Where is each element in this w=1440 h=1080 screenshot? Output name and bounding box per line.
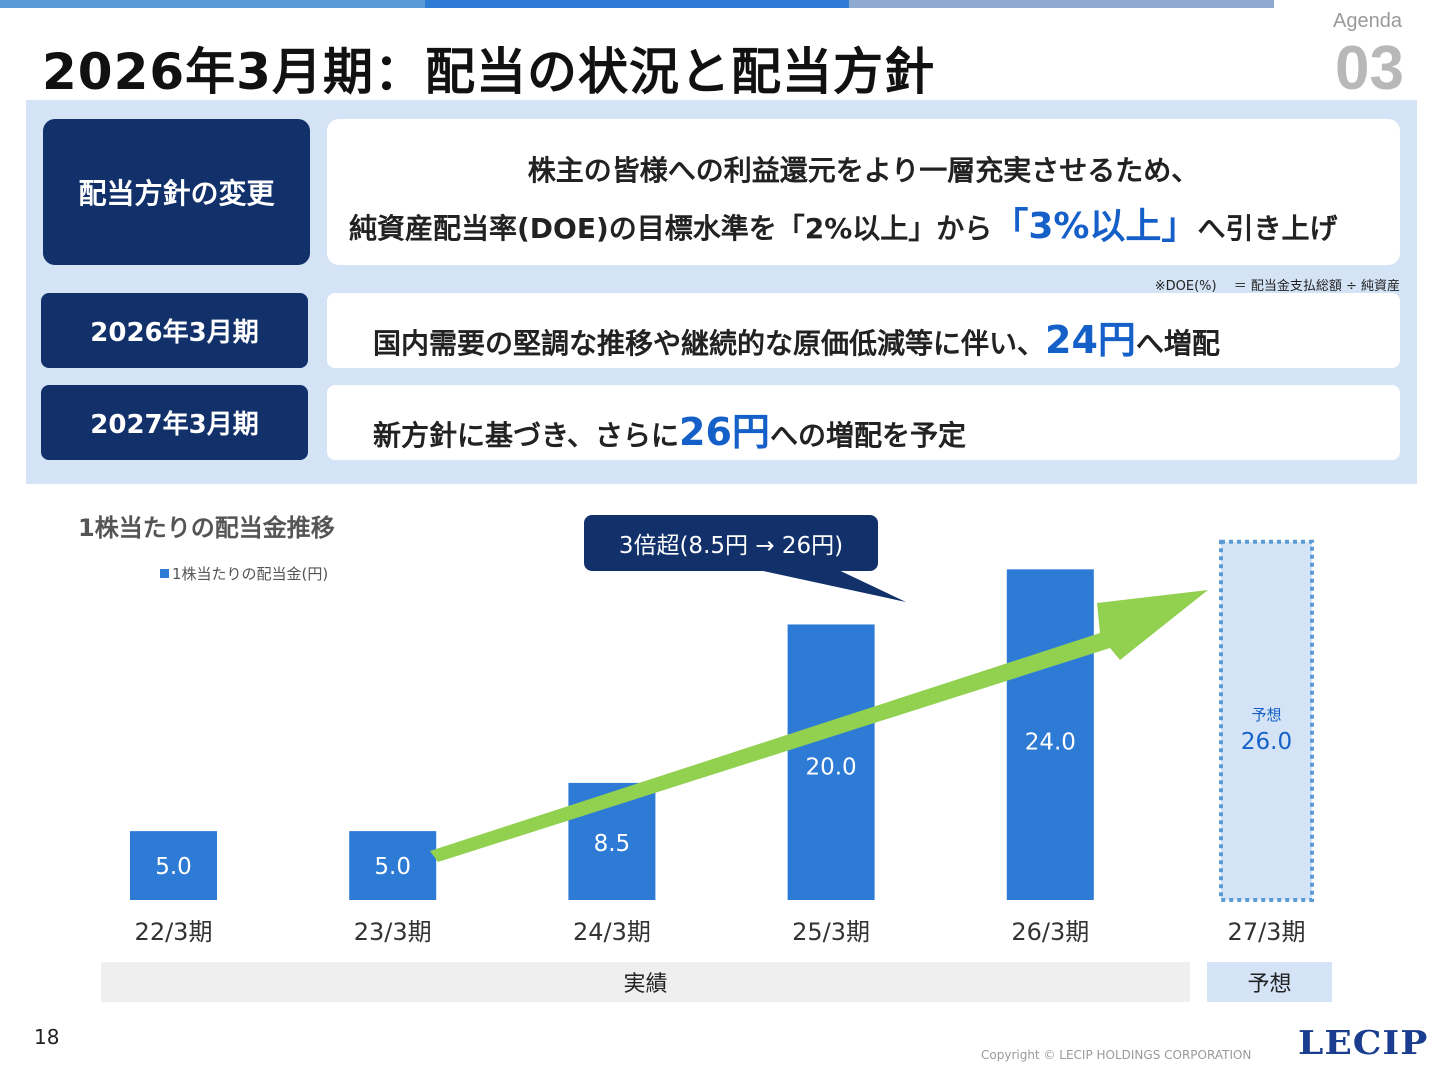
actual-results-band: 実績 [101, 962, 1190, 1002]
fy2026-text-prefix: 国内需要の堅調な推移や継続的な原価低減等に伴い、 [373, 327, 1046, 360]
x-axis-tick-label: 25/3期 [792, 918, 870, 946]
fy2026-text: 国内需要の堅調な推移や継続的な原価低減等に伴い、24円へ増配 [373, 309, 1220, 364]
bar-22-3期 [130, 831, 217, 900]
x-axis-tick-label: 26/3期 [1011, 918, 1089, 946]
page-title: 2026年3月期：配当の状況と配当方針 [42, 43, 935, 101]
x-axis-tick-label: 27/3期 [1228, 918, 1306, 946]
chart-legend: 1株当たりの配当金(円) [160, 563, 328, 584]
x-axis-tick-label: 23/3期 [354, 918, 432, 946]
agenda-number: 03 [1335, 34, 1404, 103]
forecast-tag-label: 予想 [1251, 706, 1281, 724]
policy-change-content: 株主の皆様への利益還元をより一層充実させるため、 純資産配当率(DOE)の目標水… [327, 119, 1400, 265]
legend-label: 1株当たりの配当金(円) [172, 565, 329, 583]
bar-25-3期 [787, 624, 875, 900]
fy2027-dividend-highlight: 26円 [679, 410, 770, 454]
bar-26-3期 [1006, 569, 1094, 900]
fy2026-dividend-highlight: 24円 [1045, 318, 1136, 362]
x-axis-tick-label: 24/3期 [573, 918, 651, 946]
policy-change-line2-suffix: へ引き上げ [1197, 212, 1338, 245]
policy-change-label: 配当方針の変更 [43, 119, 310, 265]
forecast-band: 予想 [1207, 962, 1332, 1002]
fy2027-text: 新方針に基づき、さらに26円への増配を予定 [373, 401, 966, 456]
bar-23-3期 [349, 831, 437, 900]
fy2027-text-suffix: への増配を予定 [769, 419, 966, 452]
top-accent-segment-2 [424, 0, 850, 8]
copyright-text: Copyright © LECIP HOLDINGS CORPORATION [981, 1048, 1252, 1062]
top-accent-segment-1 [0, 0, 425, 8]
chart-title: 1株当たりの配当金推移 [78, 514, 335, 542]
agenda-label: Agenda [1333, 10, 1402, 32]
bar-value-label: 5.0 [155, 854, 192, 880]
fy2027-text-prefix: 新方針に基づき、さらに [373, 419, 680, 452]
bar-value-label: 20.0 [805, 754, 856, 780]
fy2027-content: 新方針に基づき、さらに26円への増配を予定 [327, 385, 1400, 460]
page-number: 18 [34, 1025, 60, 1049]
lecip-logo: LECIP [1298, 1023, 1429, 1063]
bar-value-label: 26.0 [1241, 729, 1292, 755]
x-axis-tick-label: 22/3期 [135, 918, 213, 946]
bar-value-label: 24.0 [1025, 729, 1076, 755]
growth-arrow [430, 590, 1208, 862]
policy-change-line1: 株主の皆様への利益還元をより一層充実させるため、 [527, 154, 1200, 187]
doe-formula-note: ※DOE(%) ＝ 配当金支払総額 ÷ 純資産 [1154, 279, 1400, 294]
fy2026-text-suffix: へ増配 [1135, 327, 1220, 360]
callout-tail [740, 566, 906, 602]
bar-value-label: 8.5 [594, 831, 631, 857]
fy2027-label: 2027年3月期 [41, 385, 308, 460]
fy2026-label: 2026年3月期 [41, 293, 308, 368]
fy2026-content: 国内需要の堅調な推移や継続的な原価低減等に伴い、24円へ増配 [327, 293, 1400, 368]
top-accent-segment-3 [849, 0, 1275, 8]
bar-27-3-forecast [1219, 539, 1314, 902]
doe-target-highlight: 「3%以上」 [992, 206, 1198, 247]
top-accent-bar [0, 0, 1275, 8]
policy-change-line2: 純資産配当率(DOE)の目標水準を「2%以上」から「3%以上」へ引き上げ [349, 197, 1337, 249]
policy-change-line2-prefix: 純資産配当率(DOE)の目標水準を「2%以上」から [349, 212, 993, 245]
legend-swatch [160, 569, 169, 578]
bar-value-label: 5.0 [374, 854, 411, 880]
growth-callout: 3倍超(8.5円 → 26円) [584, 515, 878, 571]
